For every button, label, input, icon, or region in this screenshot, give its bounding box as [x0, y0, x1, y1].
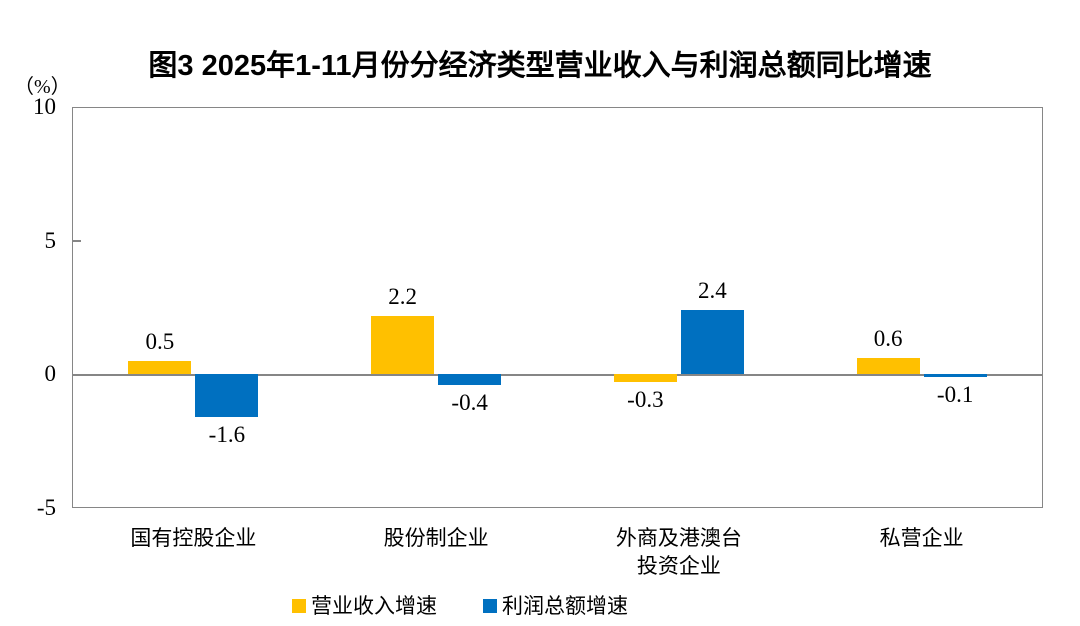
y-tick-label: 5: [44, 227, 57, 253]
x-category-label: 私营企业: [800, 524, 1043, 552]
bar-value-label: 0.6: [873, 326, 903, 352]
x-category-line: 私营企业: [879, 526, 964, 550]
plot-area: [72, 107, 1043, 508]
legend-label: 利润总额增速: [502, 594, 628, 618]
x-category-line: 投资企业: [636, 554, 721, 578]
legend-label: 营业收入增速: [311, 594, 437, 618]
bar: [371, 315, 435, 375]
legend-item: 利润总额增速: [483, 594, 628, 618]
y-tick-label: 10: [33, 94, 56, 119]
bar-value-label: -0.3: [627, 387, 664, 413]
bar-value-label: -0.1: [936, 382, 974, 407]
x-category-label: 国有控股企业: [72, 524, 315, 552]
legend: 营业收入增速 利润总额增速: [292, 594, 628, 618]
bar-value-label: -0.4: [451, 390, 488, 416]
x-category-line: 外商及港澳台: [615, 526, 742, 550]
x-category-line: 国有控股企业: [130, 526, 257, 550]
bar-value-label: 0.5: [145, 328, 175, 354]
chart-title: 图3 2025年1-11月份分经济类型营业收入与利润总额同比增速: [148, 50, 932, 82]
bar: [613, 374, 677, 383]
bar: [856, 358, 920, 375]
bar: [923, 374, 987, 377]
bar-value-label: 2.4: [698, 278, 727, 304]
legend-swatch: [292, 599, 306, 613]
y-tick-label: -5: [36, 495, 56, 520]
y-tick-label: 0: [44, 361, 57, 387]
bar: [195, 374, 259, 418]
bar: [680, 310, 744, 375]
x-category-label: 外商及港澳台 投资企业: [558, 524, 801, 580]
y-axis-unit-label: （%）: [14, 76, 71, 98]
x-category-line: 股份制企业: [383, 526, 489, 550]
x-category-label: 股份制企业: [315, 524, 558, 552]
legend-item: 营业收入增速: [292, 594, 437, 618]
y-tick-mark: [72, 239, 81, 242]
legend-swatch: [483, 599, 497, 613]
zero-line: [72, 374, 1043, 376]
bar: [128, 360, 192, 375]
bar-value-label: -1.6: [208, 422, 246, 448]
bar: [438, 374, 502, 386]
bar-value-label: 2.2: [388, 283, 417, 309]
